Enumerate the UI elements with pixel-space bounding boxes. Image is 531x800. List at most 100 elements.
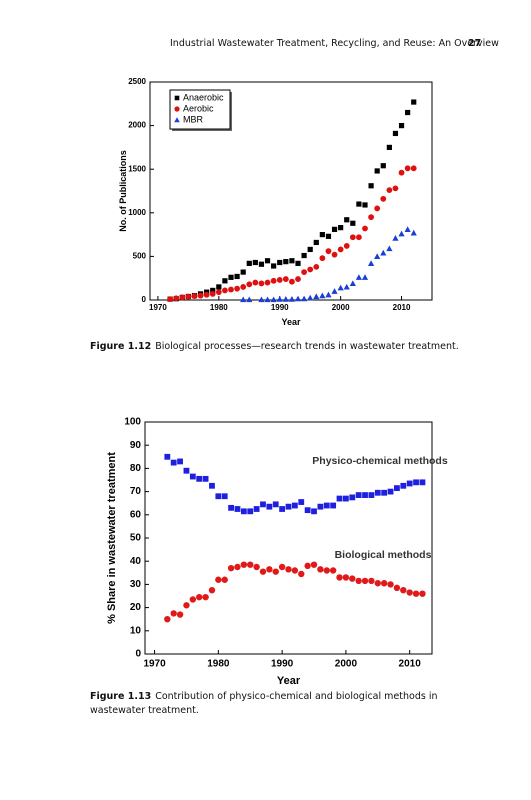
point	[362, 492, 368, 498]
point	[289, 278, 295, 285]
point	[221, 493, 228, 500]
point	[222, 278, 228, 284]
point	[310, 561, 318, 568]
point	[381, 489, 388, 496]
point	[240, 508, 247, 515]
y-tick-label: 30	[130, 579, 142, 590]
point	[291, 502, 298, 509]
point	[404, 165, 411, 172]
point	[252, 259, 258, 266]
point	[183, 602, 190, 609]
x-tick-label: 1970	[149, 303, 167, 312]
point	[343, 243, 350, 249]
point	[228, 274, 234, 280]
point	[266, 503, 273, 510]
point	[355, 577, 362, 585]
point	[215, 493, 222, 500]
point	[247, 508, 254, 515]
point	[294, 295, 302, 302]
point	[228, 286, 234, 293]
point	[202, 593, 209, 601]
point	[221, 576, 228, 583]
y-tick-label: 70	[130, 486, 142, 497]
point	[222, 287, 228, 294]
point	[202, 475, 209, 482]
point	[210, 287, 216, 294]
y-tick-label: 100	[124, 417, 141, 428]
point	[288, 296, 296, 302]
point	[283, 259, 289, 265]
y-axis-label: % Share in wastewater treatment	[106, 452, 118, 624]
point	[343, 283, 350, 290]
point	[386, 144, 392, 150]
point	[304, 507, 311, 514]
point	[240, 284, 247, 290]
point	[380, 580, 388, 587]
point	[398, 169, 405, 176]
y-tick-label: 1000	[128, 208, 146, 217]
point	[215, 289, 222, 296]
point	[253, 563, 260, 571]
point	[301, 269, 307, 275]
point	[234, 285, 240, 292]
point	[387, 488, 394, 495]
point	[319, 292, 326, 299]
point	[270, 296, 277, 303]
legend-label: Aerobic	[183, 103, 214, 113]
point	[209, 482, 215, 489]
point	[311, 508, 317, 515]
point	[361, 577, 369, 585]
point	[276, 296, 283, 302]
point	[285, 503, 292, 510]
point	[323, 502, 330, 509]
y-tick-label: 0	[135, 649, 141, 660]
point	[176, 611, 184, 618]
point	[258, 280, 265, 287]
point	[183, 467, 190, 474]
point	[406, 480, 413, 487]
point	[368, 577, 375, 585]
point	[368, 492, 375, 498]
point	[227, 564, 235, 572]
point	[392, 185, 399, 192]
point	[272, 501, 279, 508]
point	[298, 570, 305, 578]
point	[413, 479, 419, 486]
point	[307, 266, 314, 273]
point	[386, 245, 393, 252]
point	[337, 246, 344, 253]
point	[266, 566, 273, 573]
point	[349, 494, 356, 501]
point	[374, 253, 381, 259]
x-axis-label: Year	[281, 317, 301, 327]
point	[289, 258, 295, 264]
point	[298, 499, 305, 505]
point	[282, 276, 289, 282]
point	[317, 566, 324, 573]
point	[330, 502, 337, 509]
point	[349, 234, 356, 241]
point	[355, 274, 363, 280]
legend-marker	[174, 95, 180, 101]
point	[264, 258, 271, 264]
point	[295, 276, 301, 282]
point	[313, 293, 320, 300]
x-tick-label: 1990	[271, 659, 294, 670]
point	[264, 296, 271, 303]
point	[361, 274, 369, 280]
point	[400, 482, 407, 489]
y-tick-label: 2000	[128, 121, 146, 130]
point	[410, 229, 417, 236]
point	[325, 248, 332, 255]
point	[380, 195, 387, 202]
point	[419, 479, 426, 486]
point	[260, 501, 266, 508]
y-tick-label: 500	[133, 252, 147, 261]
point	[240, 296, 247, 303]
point	[203, 291, 210, 298]
x-tick-label: 1970	[143, 659, 166, 670]
point	[313, 263, 320, 270]
y-tick-label: 20	[130, 602, 142, 613]
